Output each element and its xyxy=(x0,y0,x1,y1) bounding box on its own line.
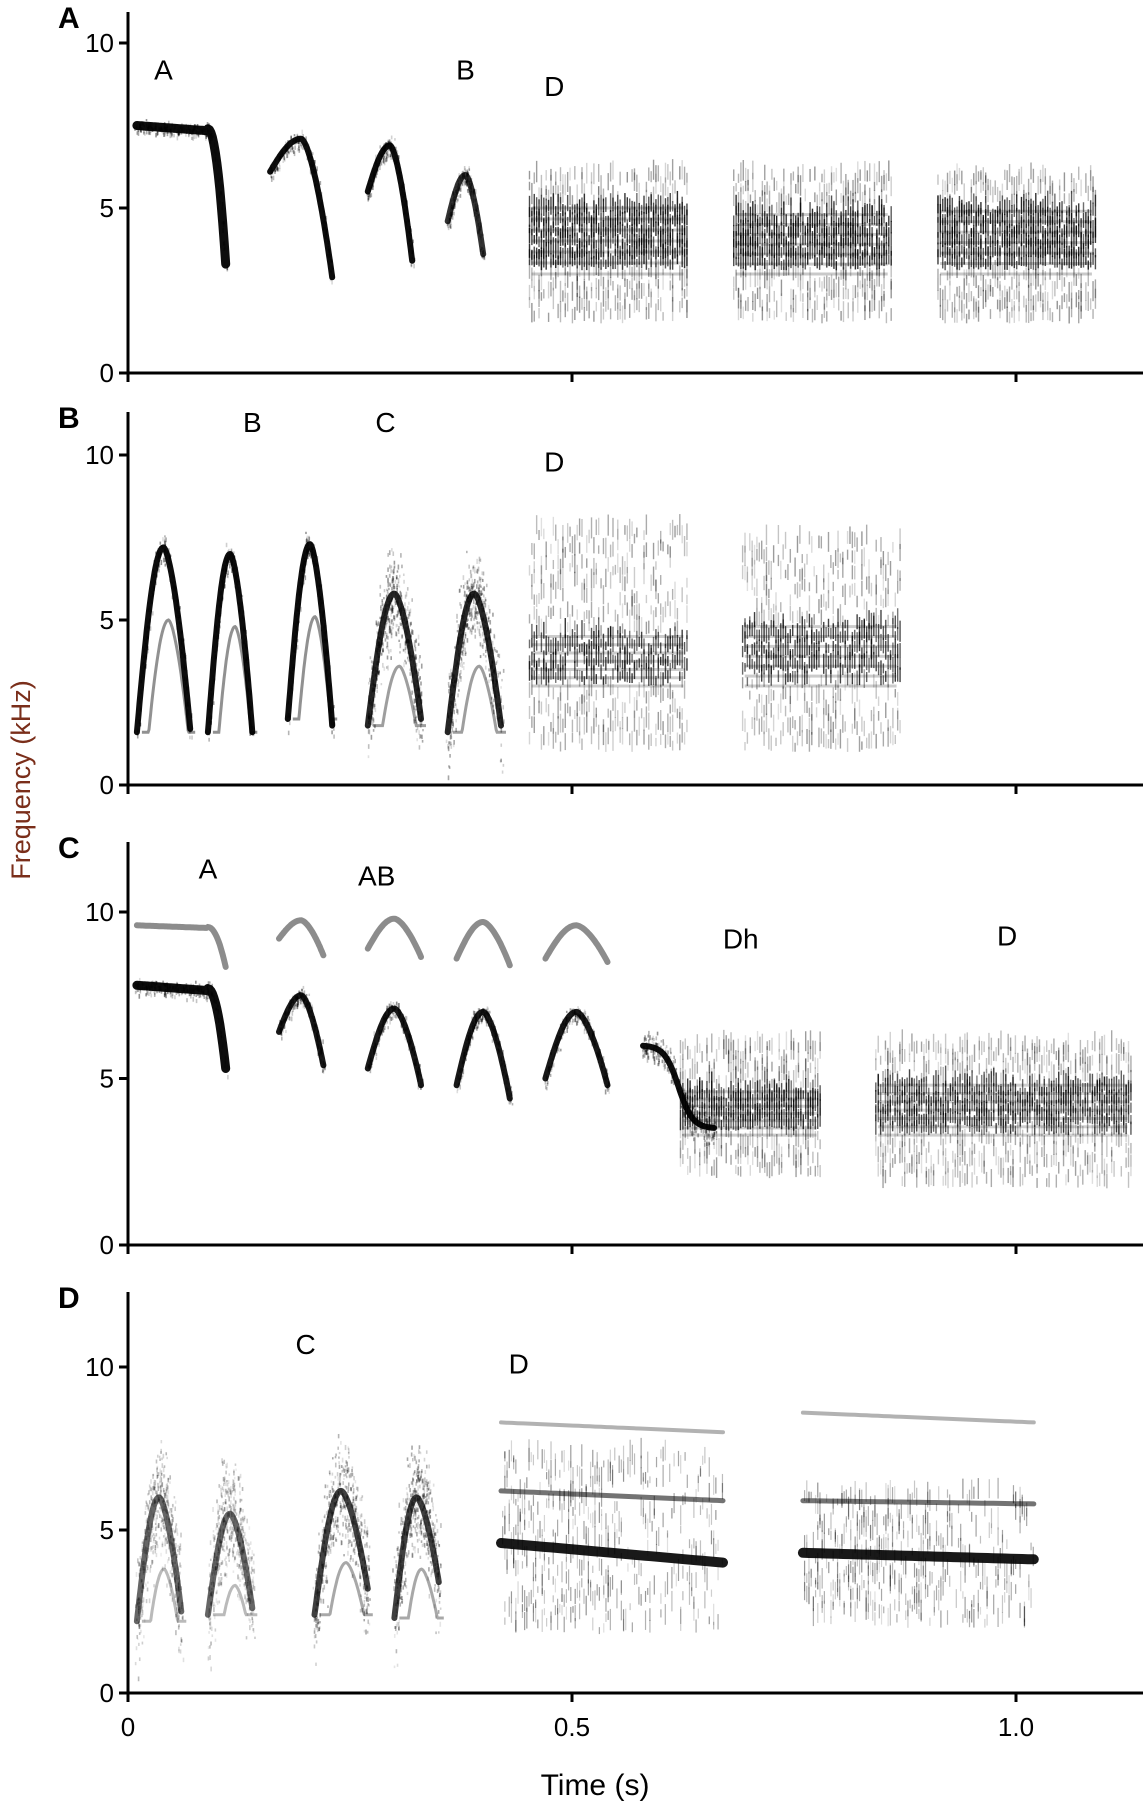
y-tick-label: 0 xyxy=(100,1678,114,1708)
syllable-label: D xyxy=(509,1349,529,1380)
x-tick-label: 1.0 xyxy=(998,1712,1034,1742)
syllable-label: B xyxy=(456,54,475,85)
panel-letter: D xyxy=(58,1282,80,1315)
y-tick-label: 10 xyxy=(85,1352,114,1382)
syllable-label: C xyxy=(375,407,395,438)
y-tick-label: 10 xyxy=(85,440,114,470)
panel-letter: A xyxy=(58,2,80,35)
y-tick-label: 10 xyxy=(85,28,114,58)
y-tick-label: 5 xyxy=(100,193,114,223)
y-tick-label: 5 xyxy=(100,1515,114,1545)
syllable-label: D xyxy=(544,71,564,102)
syllable-label: C xyxy=(295,1329,315,1360)
syllable-label: D xyxy=(544,447,564,478)
syllable-label: Dh xyxy=(723,924,759,955)
syllable-label: AB xyxy=(358,860,395,891)
panel-letter: C xyxy=(58,832,80,865)
y-tick-label: 5 xyxy=(100,605,114,635)
syllable-label: A xyxy=(199,854,218,885)
x-tick-label: 0.5 xyxy=(554,1712,590,1742)
x-tick-label: 0 xyxy=(121,1712,135,1742)
y-tick-label: 10 xyxy=(85,897,114,927)
panel-letter: B xyxy=(58,402,80,435)
y-tick-label: 0 xyxy=(100,358,114,388)
syllable-label: A xyxy=(154,54,173,85)
y-tick-label: 0 xyxy=(100,770,114,800)
y-axis-label: Frequency (kHz) xyxy=(6,680,36,880)
syllable-label: B xyxy=(243,407,262,438)
y-tick-label: 0 xyxy=(100,1230,114,1260)
y-tick-label: 5 xyxy=(100,1064,114,1094)
syllable-label: D xyxy=(997,920,1017,951)
x-axis-label: Time (s) xyxy=(541,1769,650,1802)
